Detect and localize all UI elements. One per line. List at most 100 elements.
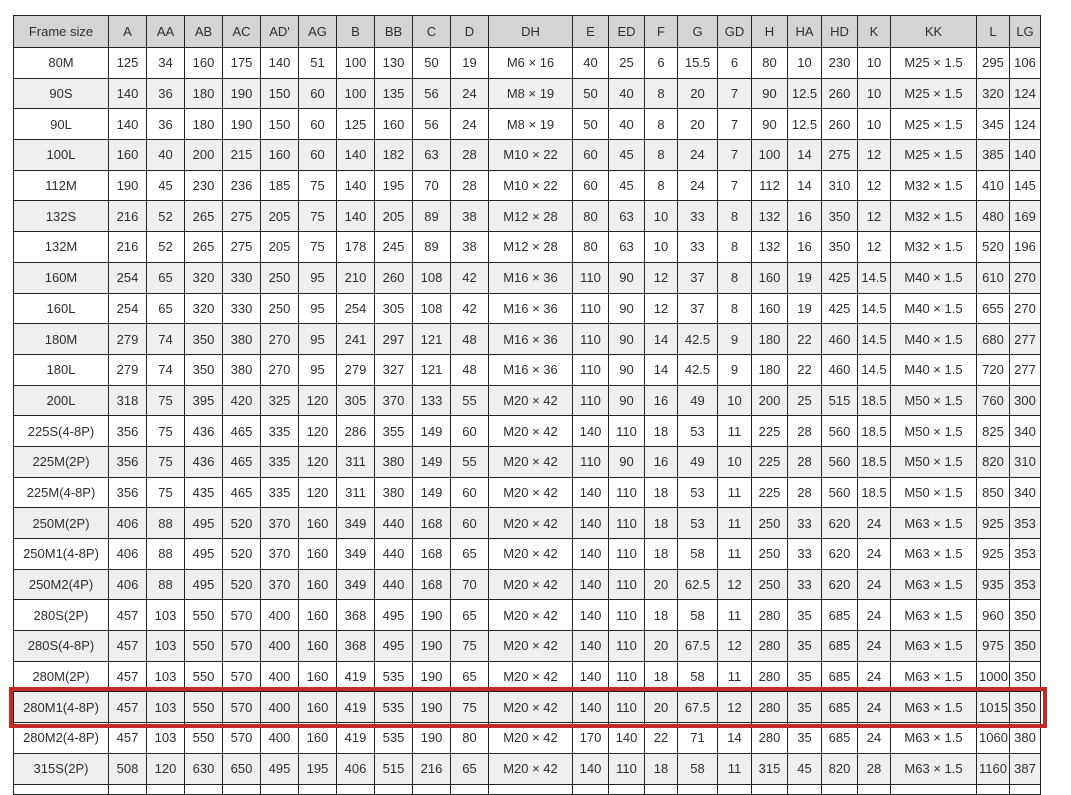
table-cell: 88 [146,507,185,539]
table-cell: 24 [677,169,718,202]
table-cell: M63 × 1.5 [890,660,977,693]
frame-size-cell: 225S(4-8P) [13,415,109,447]
table-cell: 440 [374,507,413,539]
table-cell: 353 [1009,507,1041,539]
table-cell: 24 [857,507,891,539]
table-cell: 400 [260,660,299,693]
table-cell: 75 [146,445,185,478]
table-cell: 149 [412,445,451,478]
table-cell: 935 [976,568,1010,601]
table-cell: 325 [260,384,299,417]
table-cell [976,783,1010,795]
table-cell: 125 [336,108,375,141]
table-cell: 24 [857,722,891,754]
table-cell: 190 [222,77,261,110]
table-cell: 180 [184,77,223,110]
table-cell: 9 [717,323,752,355]
table-cell: 250 [260,292,299,325]
table-cell: M8 × 19 [488,108,573,141]
table-cell: 135 [374,77,413,110]
table-cell: 260 [821,77,858,110]
table-cell: M20 × 42 [488,568,573,601]
table-cell: 90 [608,323,645,355]
table-cell: 60 [572,169,609,202]
table-cell: 20 [644,568,678,601]
table-cell: 95 [298,353,337,386]
column-header-lg: LG [1009,15,1041,48]
partial-cutoff-row [13,783,1041,795]
table-cell: 16 [787,231,822,263]
table-cell: 18 [644,415,678,447]
table-cell: 550 [184,722,223,754]
table-cell: 297 [374,323,413,355]
column-header-ha: HA [787,15,822,48]
table-cell: 8 [717,261,752,294]
table-cell: 440 [374,538,413,570]
table-cell: 349 [336,538,375,570]
table-cell: 24 [857,660,891,693]
table-cell: 160 [298,722,337,754]
table-cell: 55 [450,445,489,478]
table-cell: 49 [677,384,718,417]
table-cell: 18 [644,660,678,693]
table-cell: 58 [677,660,718,693]
table-cell: 28 [450,139,489,171]
table-cell: 190 [412,691,451,724]
table-cell: 33 [677,200,718,233]
frame-size-cell: 250M1(4-8P) [13,538,109,570]
table-cell: 168 [412,507,451,539]
table-cell: 280 [751,722,788,754]
table-row: 132S 216 52 265 275 205 75 140 205 89 38 M12 × 28 80… [13,200,1041,233]
table-cell: 90 [751,77,788,110]
table-cell: 65 [450,660,489,693]
table-cell: 457 [108,630,147,662]
table-cell: M40 × 1.5 [890,323,977,355]
table-cell: 260 [374,261,413,294]
table-cell: 49 [677,445,718,478]
table-cell: 18.5 [857,415,891,447]
table-cell: 515 [374,752,413,785]
table-cell: 8 [644,108,678,141]
table-cell: 150 [260,77,299,110]
table-cell: 14 [644,323,678,355]
table-cell: 80 [572,231,609,263]
table-cell: 370 [374,384,413,417]
table-cell: 12 [857,231,891,263]
table-cell: M63 × 1.5 [890,722,977,754]
table-cell: 12 [717,691,752,724]
table-cell: 570 [222,660,261,693]
table-cell: 140 [1009,139,1041,171]
table-cell: M50 × 1.5 [890,445,977,478]
table-cell: 330 [222,261,261,294]
table-cell: 205 [260,200,299,233]
table-cell: 35 [787,660,822,693]
table-cell: 196 [1009,231,1041,263]
table-row: 280S(2P) 457 103 550 570 400 160 368 495 190 65 M20… [13,599,1041,632]
table-cell: 436 [184,445,223,478]
table-cell: 121 [412,323,451,355]
table-cell: 320 [184,261,223,294]
table-cell: M20 × 42 [488,507,573,539]
table-cell: 75 [146,476,185,509]
table-cell: 36 [146,77,185,110]
table-cell: M63 × 1.5 [890,752,977,785]
table-cell: 65 [450,538,489,570]
table-cell: 8 [644,139,678,171]
table-cell: 58 [677,599,718,632]
table-cell: 10 [644,231,678,263]
table-cell: 110 [572,261,609,294]
table-cell: 110 [608,630,645,662]
table-cell: 140 [572,630,609,662]
table-cell: 12 [644,292,678,325]
table-cell: 368 [336,630,375,662]
table-cell: M12 × 28 [488,200,573,233]
table-cell [336,783,375,795]
table-cell: 180 [751,323,788,355]
table-cell: 11 [717,752,752,785]
table-cell: 14 [644,353,678,386]
table-cell: 190 [412,660,451,693]
table-row: 90L 140 36 180 190 150 60 125 160 56 24 M8 × 19 50 40… [13,108,1041,141]
table-cell: 60 [298,139,337,171]
table-cell: 550 [184,660,223,693]
table-cell: 48 [450,353,489,386]
